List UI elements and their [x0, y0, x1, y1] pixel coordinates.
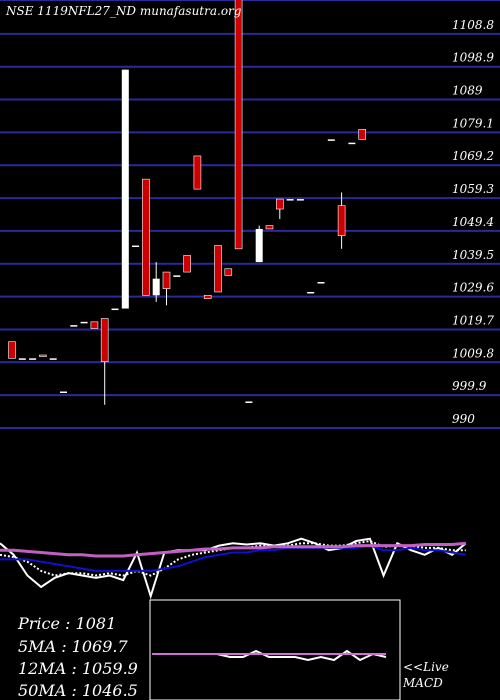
candle-body	[203, 294, 212, 299]
candle-body	[317, 282, 325, 284]
candle-body	[162, 271, 171, 289]
candle-body	[60, 391, 67, 394]
candle-body	[8, 341, 16, 359]
y-tick-label: 1039.5	[452, 248, 494, 262]
candle-body	[193, 155, 202, 190]
candle-body	[183, 255, 191, 273]
y-tick-label: 990	[452, 412, 475, 426]
candle-body	[245, 401, 253, 403]
candle-body	[214, 245, 222, 293]
candle-body	[100, 318, 109, 362]
candle-body	[173, 275, 181, 277]
candle-body	[132, 245, 140, 248]
macd-panel	[149, 599, 401, 700]
y-tick-label: 1009.8	[452, 346, 494, 360]
candle-body	[29, 358, 37, 360]
ma5-stat: 5MA : 1069.7	[18, 637, 128, 656]
y-tick-label: 999.9	[452, 379, 487, 393]
candle-body	[18, 358, 26, 360]
y-tick-label: 1049.4	[452, 215, 494, 229]
candle-body	[296, 199, 304, 201]
candle-body	[224, 268, 233, 276]
candle-body	[121, 69, 129, 309]
y-tick-label: 1019.7	[452, 313, 494, 327]
candle-body	[337, 205, 346, 236]
candle-body	[39, 354, 47, 357]
ma12-stat: 12MA : 1059.9	[18, 659, 138, 678]
candle-body	[142, 178, 150, 296]
macd-label: MACD	[403, 676, 443, 690]
candle-body	[49, 358, 57, 360]
candle-body	[234, 0, 243, 250]
ma50-stat: 50MA : 1046.5	[18, 681, 138, 700]
candle-body	[80, 321, 88, 324]
y-tick-label: 1089	[452, 84, 483, 98]
candle-body	[90, 321, 99, 329]
candle-body	[327, 139, 335, 141]
ma-series-line	[0, 537, 467, 600]
y-tick-label: 1098.9	[452, 51, 494, 65]
ma-series-line	[0, 544, 466, 572]
y-tick-label: 1108.8	[452, 18, 494, 32]
candle-body	[286, 199, 294, 201]
ma-series-line	[0, 541, 466, 558]
candle-body	[111, 308, 119, 311]
macd-live-label: <<Live	[403, 660, 449, 674]
candle-body	[348, 142, 356, 145]
y-tick-label: 1069.2	[452, 149, 494, 163]
y-tick-label: 1029.6	[452, 281, 494, 295]
chart-title: NSE 1119NFL27_ND munafasutra.org	[6, 4, 242, 18]
candle-body	[255, 228, 263, 263]
candle-body	[307, 291, 315, 294]
y-tick-label: 1059.3	[452, 182, 494, 196]
candle-body	[265, 225, 274, 230]
y-tick-label: 1079.1	[452, 116, 494, 130]
candle-body	[275, 198, 284, 210]
candle-body	[152, 278, 160, 296]
price-stat: Price : 1081	[18, 614, 117, 633]
candle-body	[358, 129, 367, 140]
candle-body	[70, 325, 78, 327]
